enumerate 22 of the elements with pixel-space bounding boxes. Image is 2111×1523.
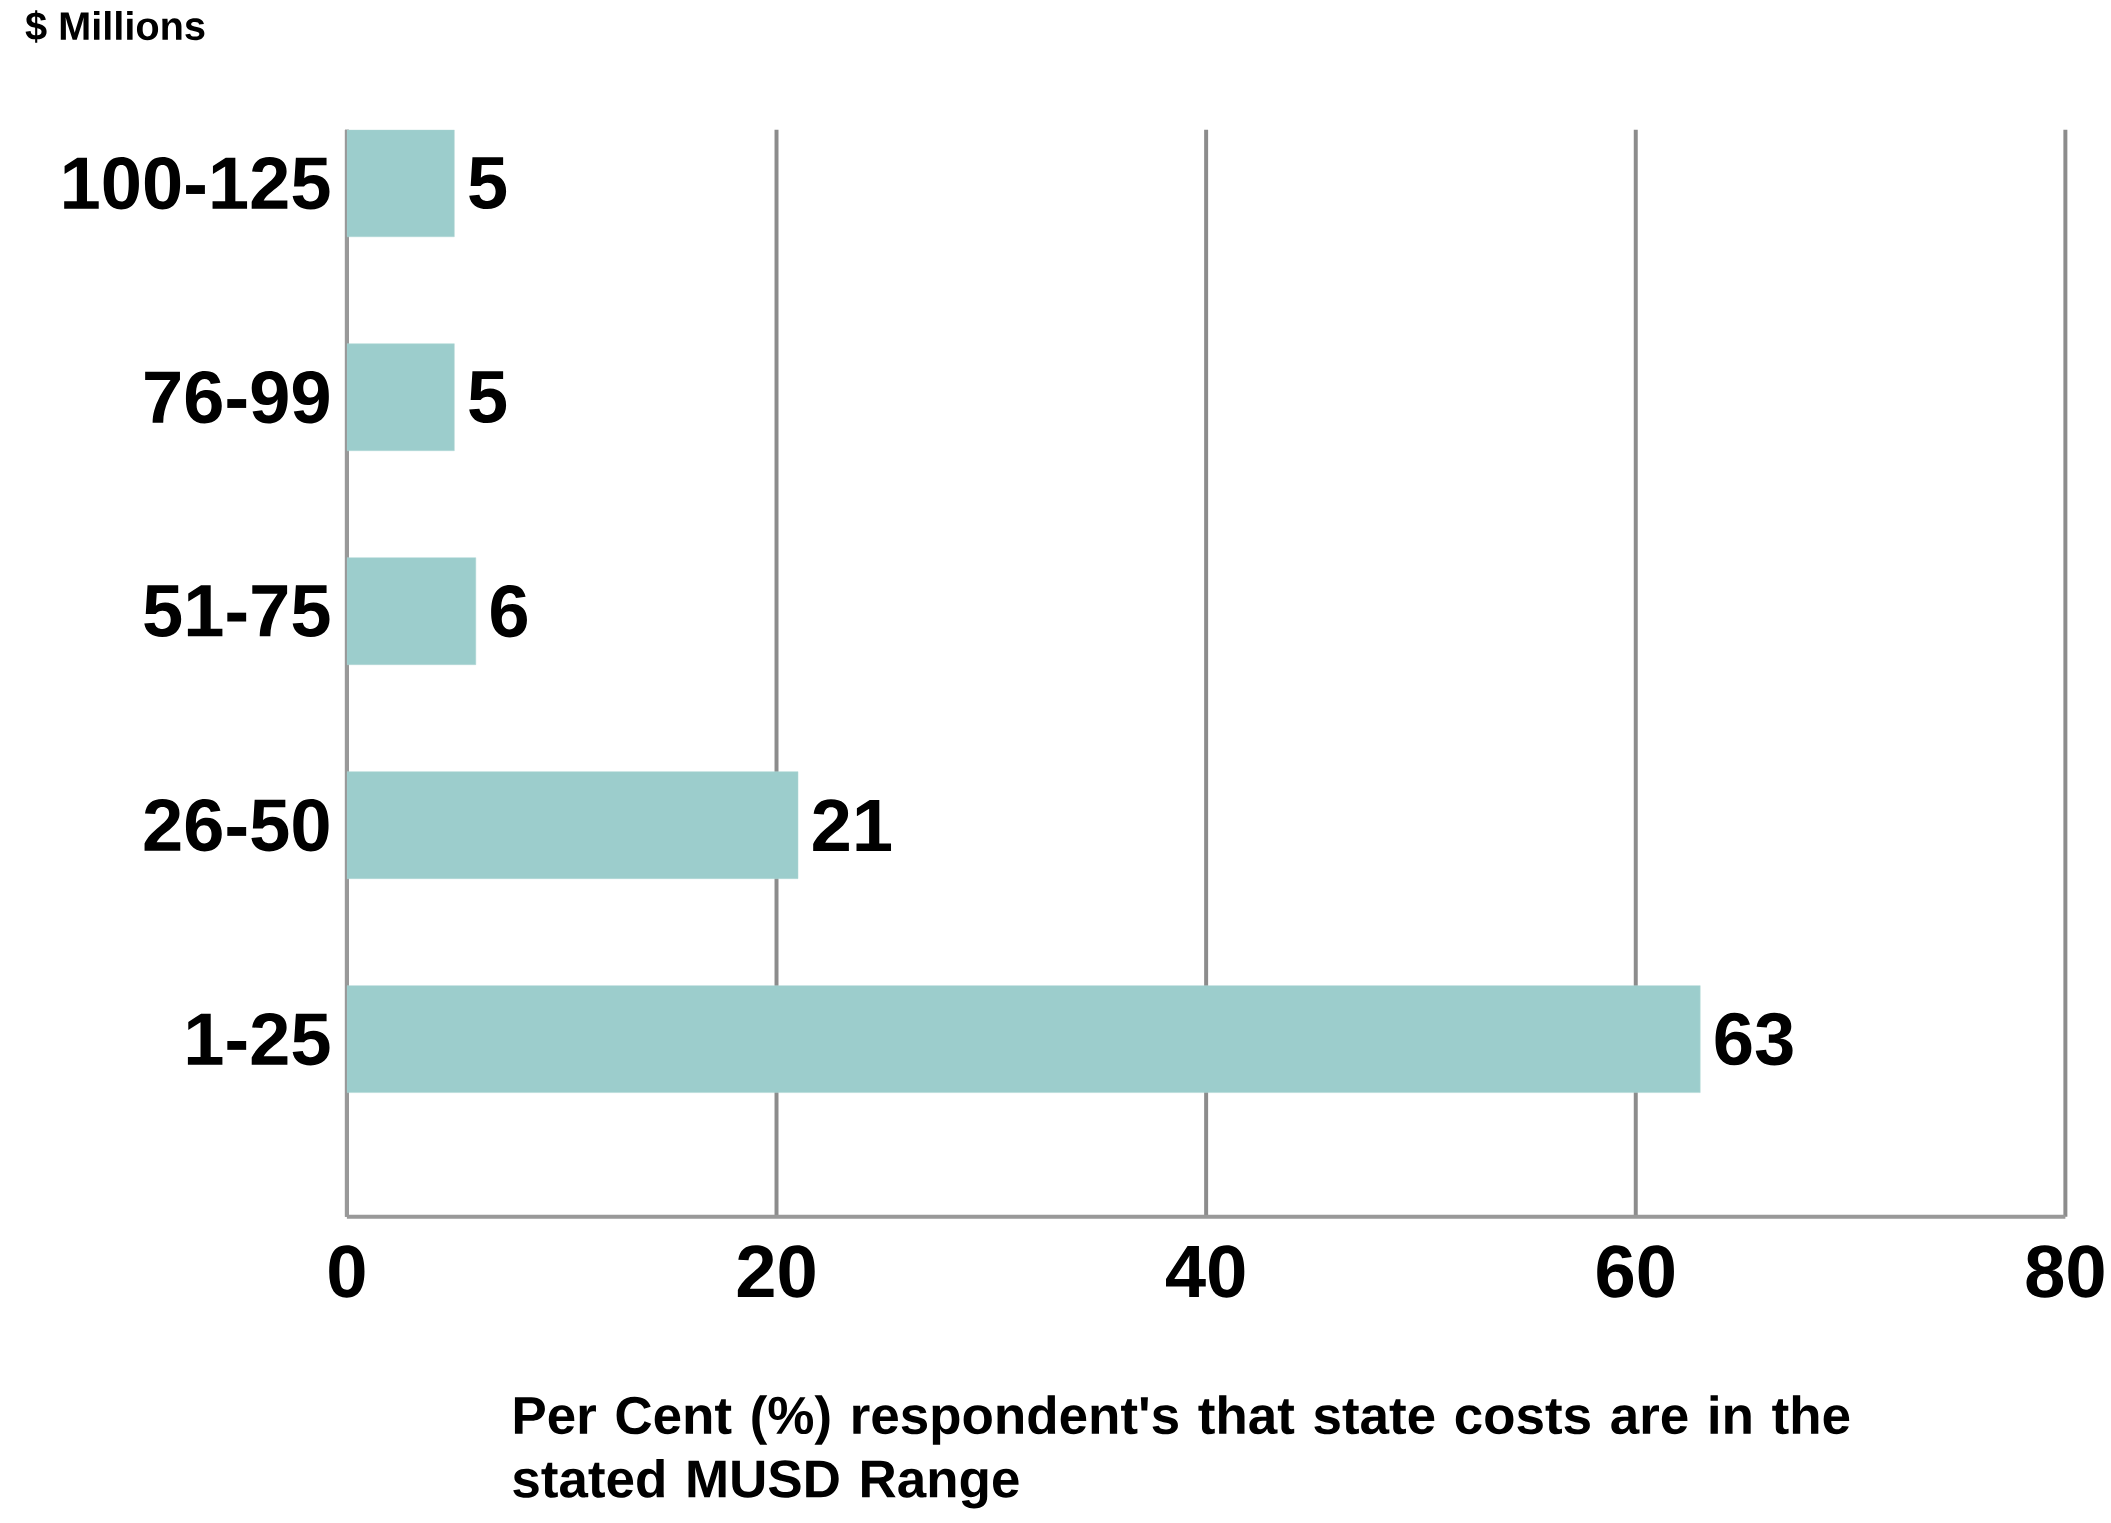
x-tick-label: 80 bbox=[2026, 1245, 2104, 1298]
bar bbox=[346, 343, 455, 452]
data-label: 6 bbox=[491, 585, 527, 638]
data-label: 21 bbox=[813, 799, 892, 852]
y-tick-label: 51-75 bbox=[144, 585, 330, 638]
x-tick-label: 20 bbox=[737, 1245, 815, 1298]
x-tick-label: 40 bbox=[1166, 1245, 1245, 1298]
y-tick-label: 76-99 bbox=[145, 371, 329, 424]
bar bbox=[346, 985, 1701, 1094]
bar bbox=[346, 129, 455, 238]
y-axis-title: $ Millions bbox=[25, 10, 205, 43]
x-tick-label: 0 bbox=[329, 1245, 365, 1298]
y-tick-label: 100-125 bbox=[64, 157, 330, 210]
data-label: 5 bbox=[469, 371, 507, 424]
data-label: 5 bbox=[469, 157, 507, 210]
bar bbox=[346, 557, 477, 666]
x-tick-label: 60 bbox=[1597, 1245, 1674, 1298]
x-axis-title: Per Cent (%) respondent's that state costs are in the stated MUSD Range bbox=[513, 1395, 1850, 1509]
bar bbox=[346, 771, 799, 880]
y-tick-label: 1-25 bbox=[187, 1013, 330, 1066]
y-tick-label: 26-50 bbox=[144, 799, 329, 852]
data-label: 63 bbox=[1715, 1013, 1793, 1066]
